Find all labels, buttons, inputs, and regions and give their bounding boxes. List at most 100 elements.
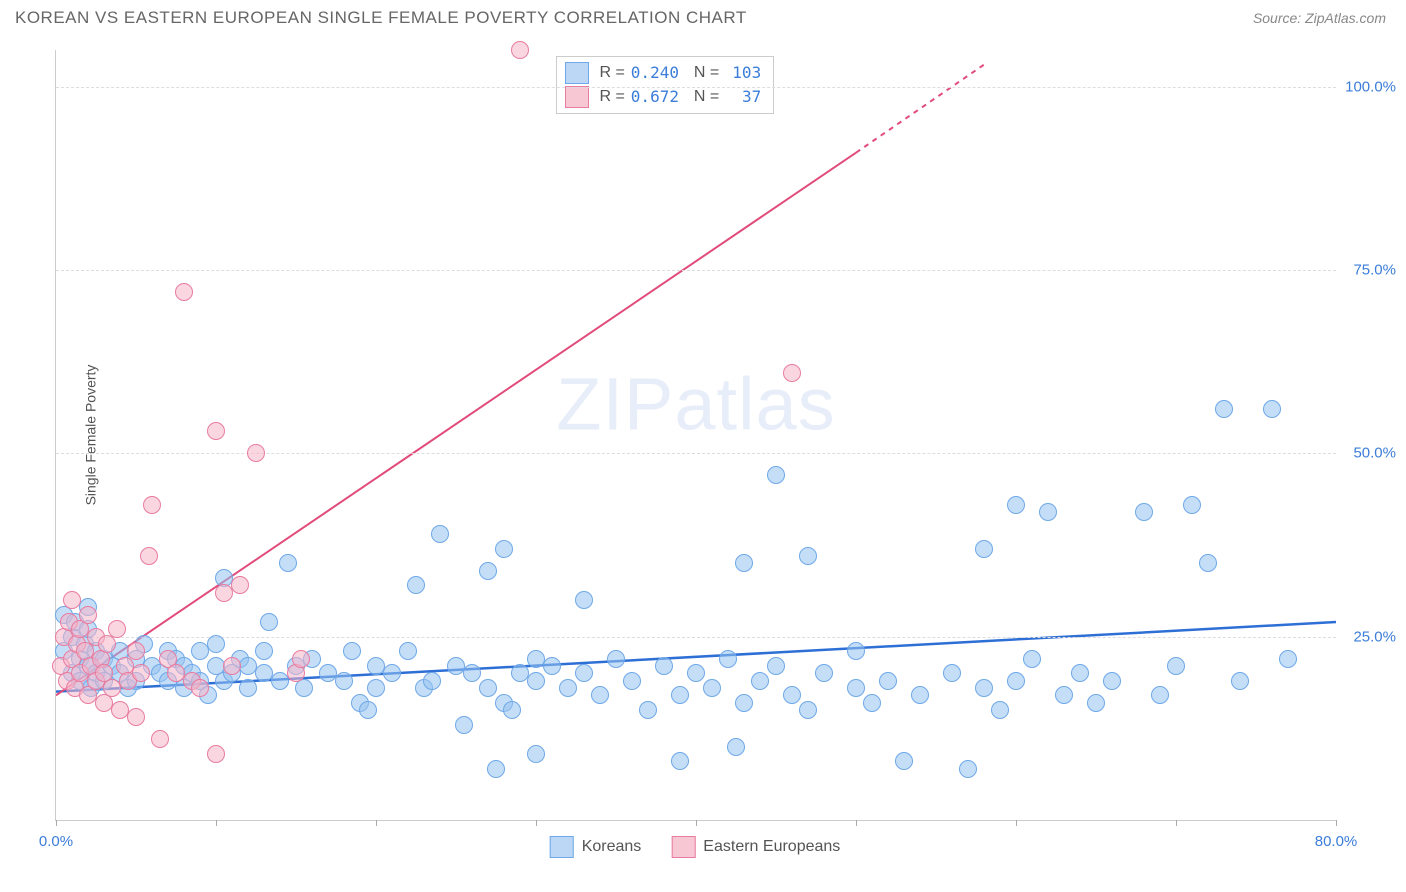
scatter-marker: [479, 679, 497, 697]
scatter-marker: [191, 679, 209, 697]
scatter-marker: [1199, 554, 1217, 572]
scatter-marker: [63, 591, 81, 609]
n-label: N =: [685, 61, 719, 85]
correlation-row: R =0.672 N = 37: [565, 85, 761, 109]
scatter-marker: [503, 701, 521, 719]
scatter-marker: [735, 694, 753, 712]
scatter-marker: [591, 686, 609, 704]
scatter-marker: [359, 701, 377, 719]
y-tick-label: 75.0%: [1353, 262, 1396, 279]
legend-label: Koreans: [582, 838, 642, 856]
chart-title: KOREAN VS EASTERN EUROPEAN SINGLE FEMALE…: [15, 8, 747, 28]
scatter-marker: [1263, 400, 1281, 418]
scatter-marker: [911, 686, 929, 704]
scatter-marker: [575, 664, 593, 682]
scatter-marker: [407, 576, 425, 594]
scatter-marker: [127, 642, 145, 660]
scatter-marker: [151, 730, 169, 748]
x-tick: [1176, 820, 1177, 826]
scatter-marker: [975, 679, 993, 697]
r-value: 0.240: [631, 61, 679, 85]
scatter-marker: [671, 686, 689, 704]
x-tick: [56, 820, 57, 826]
x-tick-label: 80.0%: [1315, 833, 1358, 850]
scatter-marker: [207, 635, 225, 653]
scatter-marker: [455, 716, 473, 734]
swatch-icon: [671, 836, 695, 858]
scatter-marker: [895, 752, 913, 770]
scatter-marker: [655, 657, 673, 675]
scatter-marker: [607, 650, 625, 668]
scatter-marker: [727, 738, 745, 756]
scatter-marker: [1007, 496, 1025, 514]
scatter-marker: [511, 41, 529, 59]
scatter-marker: [399, 642, 417, 660]
scatter-marker: [959, 760, 977, 778]
scatter-marker: [132, 664, 150, 682]
x-tick: [696, 820, 697, 826]
scatter-marker: [463, 664, 481, 682]
x-tick: [856, 820, 857, 826]
x-tick: [376, 820, 377, 826]
grid-line: [56, 270, 1336, 271]
x-tick: [1336, 820, 1337, 826]
scatter-marker: [255, 642, 273, 660]
scatter-marker: [367, 679, 385, 697]
n-value: 103: [725, 61, 761, 85]
swatch-icon: [565, 62, 589, 84]
scatter-marker: [231, 576, 249, 594]
scatter-marker: [767, 657, 785, 675]
scatter-marker: [991, 701, 1009, 719]
correlation-row: R =0.240 N =103: [565, 61, 761, 85]
scatter-marker: [140, 547, 158, 565]
scatter-marker: [423, 672, 441, 690]
x-tick: [536, 820, 537, 826]
r-label: R =: [595, 85, 625, 109]
y-tick-label: 25.0%: [1353, 628, 1396, 645]
scatter-marker: [879, 672, 897, 690]
scatter-marker: [223, 657, 241, 675]
scatter-marker: [543, 657, 561, 675]
scatter-marker: [783, 364, 801, 382]
scatter-marker: [559, 679, 577, 697]
scatter-marker: [799, 547, 817, 565]
series-legend: Koreans Eastern Europeans: [550, 836, 841, 858]
scatter-marker: [487, 760, 505, 778]
scatter-marker: [175, 283, 193, 301]
scatter-marker: [343, 642, 361, 660]
y-tick-label: 50.0%: [1353, 445, 1396, 462]
scatter-marker: [1183, 496, 1201, 514]
correlation-legend-box: R =0.240 N =103 R =0.672 N = 37: [556, 56, 774, 114]
n-value: 37: [725, 85, 761, 109]
scatter-marker: [495, 540, 513, 558]
scatter-marker: [1007, 672, 1025, 690]
plot-area: ZIPatlas R =0.240 N =103 R =0.672 N = 37…: [55, 50, 1336, 821]
y-tick-label: 100.0%: [1345, 78, 1396, 95]
scatter-marker: [943, 664, 961, 682]
scatter-marker: [847, 679, 865, 697]
legend-label: Eastern Europeans: [703, 838, 840, 856]
scatter-marker: [1279, 650, 1297, 668]
scatter-marker: [1151, 686, 1169, 704]
scatter-marker: [1167, 657, 1185, 675]
scatter-marker: [975, 540, 993, 558]
scatter-marker: [719, 650, 737, 668]
scatter-marker: [1071, 664, 1089, 682]
scatter-marker: [623, 672, 641, 690]
scatter-marker: [783, 686, 801, 704]
n-label: N =: [685, 85, 719, 109]
scatter-marker: [207, 422, 225, 440]
scatter-marker: [247, 444, 265, 462]
scatter-marker: [1023, 650, 1041, 668]
scatter-marker: [1103, 672, 1121, 690]
scatter-marker: [431, 525, 449, 543]
scatter-marker: [527, 745, 545, 763]
scatter-marker: [260, 613, 278, 631]
scatter-marker: [735, 554, 753, 572]
r-value: 0.672: [631, 85, 679, 109]
scatter-marker: [751, 672, 769, 690]
grid-line: [56, 87, 1336, 88]
scatter-marker: [239, 679, 257, 697]
swatch-icon: [550, 836, 574, 858]
grid-line: [56, 637, 1336, 638]
